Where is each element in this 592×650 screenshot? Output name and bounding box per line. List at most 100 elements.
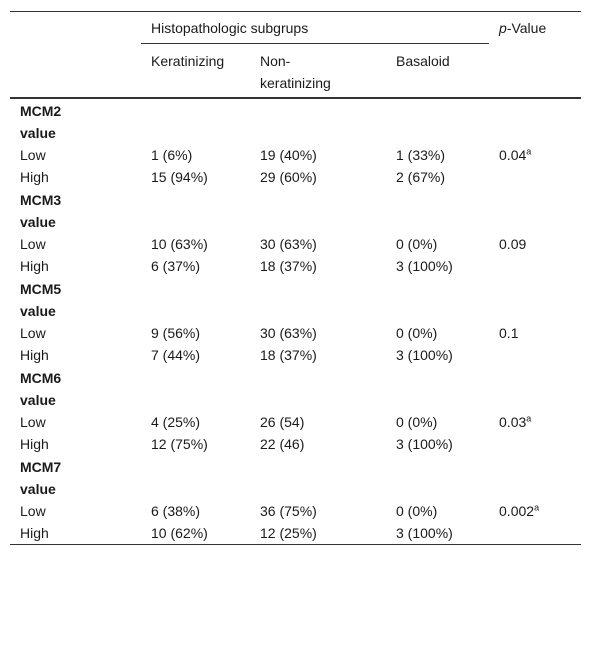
- level-cell: Low: [20, 413, 46, 430]
- value: 26 (54): [260, 413, 305, 430]
- value: 7 (44%): [151, 346, 201, 363]
- value: 6 (37%): [151, 257, 201, 274]
- value-cell: 15 (94%): [141, 166, 250, 188]
- section-cell: MCM3 value: [10, 188, 141, 233]
- value-cell: 3 (100%): [386, 344, 489, 366]
- value-cell: 0 (0%): [386, 322, 489, 344]
- empty-cell: [386, 188, 489, 233]
- data-row: Low 9 (56%) 30 (63%) 0 (0%) 0.1: [10, 322, 581, 344]
- value: 0 (0%): [396, 502, 438, 519]
- empty-cell: [250, 455, 386, 500]
- level-cell: High: [20, 435, 49, 452]
- level-cell: Low: [20, 502, 46, 519]
- value-cell: 0 (0%): [386, 411, 489, 433]
- data-row: High 10 (62%) 12 (25%) 3 (100%): [10, 522, 581, 545]
- data-row: Low 1 (6%) 19 (40%) 1 (33%) 0.04a: [10, 144, 581, 166]
- section-cell: MCM7 value: [10, 455, 141, 500]
- section-cell: MCM6 value: [10, 366, 141, 411]
- value-cell: 26 (54): [250, 411, 386, 433]
- footnote-mark: a: [526, 412, 532, 423]
- value-cell: 19 (40%): [250, 144, 386, 166]
- value: 3 (100%): [396, 435, 453, 452]
- value-cell: 6 (38%): [141, 500, 250, 522]
- empty-cell: [141, 188, 250, 233]
- value-cell: 30 (63%): [250, 322, 386, 344]
- empty-cell: [141, 455, 250, 500]
- level-cell: Low: [20, 235, 46, 252]
- value: 4 (25%): [151, 413, 201, 430]
- empty-cell: [489, 98, 581, 144]
- value: 2 (67%): [396, 168, 446, 185]
- value: 0 (0%): [396, 413, 438, 430]
- empty-cell: [250, 98, 386, 144]
- section-row: MCM7 value: [10, 455, 581, 500]
- value: 12 (25%): [260, 524, 317, 541]
- pvalue-cell: 0.09: [489, 233, 581, 255]
- level-cell: High: [20, 257, 49, 274]
- data-row: High 15 (94%) 29 (60%) 2 (67%): [10, 166, 581, 188]
- section-label: MCM6 value: [20, 369, 62, 408]
- value: 36 (75%): [260, 502, 317, 519]
- value: 1 (6%): [151, 146, 193, 163]
- pvalue-cell: [489, 344, 581, 366]
- value: 15 (94%): [151, 168, 208, 185]
- empty-cell: [386, 98, 489, 144]
- value: 3 (100%): [396, 346, 453, 363]
- group-title: Histopathologic subgrups: [151, 20, 309, 36]
- empty-cell: [386, 366, 489, 411]
- value: 0 (0%): [396, 235, 438, 252]
- data-row: High 6 (37%) 18 (37%) 3 (100%): [10, 255, 581, 277]
- subgroup-header: Non-keratinizing: [250, 44, 386, 98]
- data-table: Histopathologic subgrups p-Value Keratin…: [10, 11, 582, 545]
- value: 6 (38%): [151, 502, 201, 519]
- data-row: High 12 (75%) 22 (46) 3 (100%): [10, 433, 581, 455]
- table-body: Histopathologic subgrups p-Value Keratin…: [10, 11, 582, 545]
- value-cell: 4 (25%): [141, 411, 250, 433]
- value: 18 (37%): [260, 257, 317, 274]
- value-cell: 36 (75%): [250, 500, 386, 522]
- value-cell: 29 (60%): [250, 166, 386, 188]
- level-cell: High: [20, 524, 49, 541]
- empty-cell: [250, 366, 386, 411]
- value: 30 (63%): [260, 235, 317, 252]
- value-cell: 7 (44%): [141, 344, 250, 366]
- pvalue: 0.03: [499, 413, 527, 430]
- section-row: MCM6 value: [10, 366, 581, 411]
- pvalue-header: p-Value: [489, 12, 581, 98]
- empty-cell: [386, 277, 489, 322]
- value-cell: 10 (62%): [141, 522, 250, 545]
- subgroup: Basaloid: [396, 53, 450, 69]
- empty-cell: [489, 455, 581, 500]
- value: 3 (100%): [396, 257, 453, 274]
- value-cell: 22 (46): [250, 433, 386, 455]
- value: 0 (0%): [396, 324, 438, 341]
- level-cell: Low: [20, 146, 46, 163]
- subgroup: Keratinizing: [151, 53, 225, 69]
- value-cell: 18 (37%): [250, 255, 386, 277]
- level-cell: High: [20, 346, 49, 363]
- section-cell: MCM2 value: [10, 98, 141, 144]
- value-cell: 3 (100%): [386, 255, 489, 277]
- value: 9 (56%): [151, 324, 201, 341]
- section-row: MCM2 value: [10, 98, 581, 144]
- subgroup: Non-keratinizing: [260, 53, 331, 91]
- pvalue: 0.1: [499, 324, 519, 341]
- value-cell: 12 (25%): [250, 522, 386, 545]
- empty-cell: [489, 277, 581, 322]
- pvalue: 0.04: [499, 146, 527, 163]
- p-text: -Value: [506, 20, 547, 36]
- value: 19 (40%): [260, 146, 317, 163]
- value-cell: 0 (0%): [386, 233, 489, 255]
- pvalue-cell: 0.04a: [489, 144, 581, 166]
- pvalue-cell: 0.002a: [489, 500, 581, 522]
- section-label: MCM7 value: [20, 458, 62, 497]
- section-row: MCM5 value: [10, 277, 581, 322]
- value: 18 (37%): [260, 346, 317, 363]
- empty-cell: [250, 188, 386, 233]
- value-cell: 1 (33%): [386, 144, 489, 166]
- value: 30 (63%): [260, 324, 317, 341]
- data-row: Low 6 (38%) 36 (75%) 0 (0%) 0.002a: [10, 500, 581, 522]
- value: 22 (46): [260, 435, 305, 452]
- section-row: MCM3 value: [10, 188, 581, 233]
